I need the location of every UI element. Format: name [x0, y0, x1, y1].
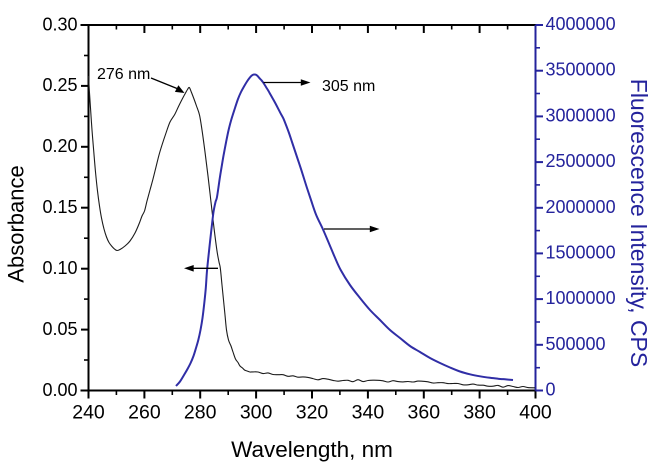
svg-text:Wavelength, nm: Wavelength, nm	[231, 437, 393, 462]
svg-text:320: 320	[296, 402, 329, 424]
svg-text:0.20: 0.20	[42, 136, 77, 156]
svg-text:0.00: 0.00	[42, 380, 77, 400]
svg-text:2500000: 2500000	[546, 151, 616, 171]
svg-text:305 nm: 305 nm	[322, 78, 375, 95]
svg-text:260: 260	[128, 402, 161, 424]
svg-text:500000: 500000	[546, 334, 606, 354]
svg-text:Absorbance: Absorbance	[4, 165, 29, 282]
svg-text:276 nm: 276 nm	[97, 66, 150, 83]
svg-text:0.10: 0.10	[42, 258, 77, 278]
svg-text:3000000: 3000000	[546, 105, 616, 125]
svg-text:1000000: 1000000	[546, 288, 616, 308]
svg-text:240: 240	[72, 402, 105, 424]
svg-text:2000000: 2000000	[546, 197, 616, 217]
svg-text:0.30: 0.30	[42, 14, 77, 34]
svg-text:340: 340	[352, 402, 385, 424]
svg-text:Fluorescence Intensity, CPS: Fluorescence Intensity, CPS	[626, 79, 652, 367]
svg-text:4000000: 4000000	[546, 14, 616, 34]
svg-text:0: 0	[546, 380, 556, 400]
svg-text:0.25: 0.25	[42, 75, 77, 95]
svg-text:1500000: 1500000	[546, 242, 616, 262]
svg-text:380: 380	[463, 402, 496, 424]
svg-text:0.15: 0.15	[42, 197, 77, 217]
svg-text:400: 400	[519, 402, 552, 424]
svg-text:0.05: 0.05	[42, 319, 77, 339]
svg-text:300: 300	[240, 402, 273, 424]
svg-text:280: 280	[184, 402, 217, 424]
svg-text:3500000: 3500000	[546, 60, 616, 80]
svg-text:360: 360	[408, 402, 441, 424]
